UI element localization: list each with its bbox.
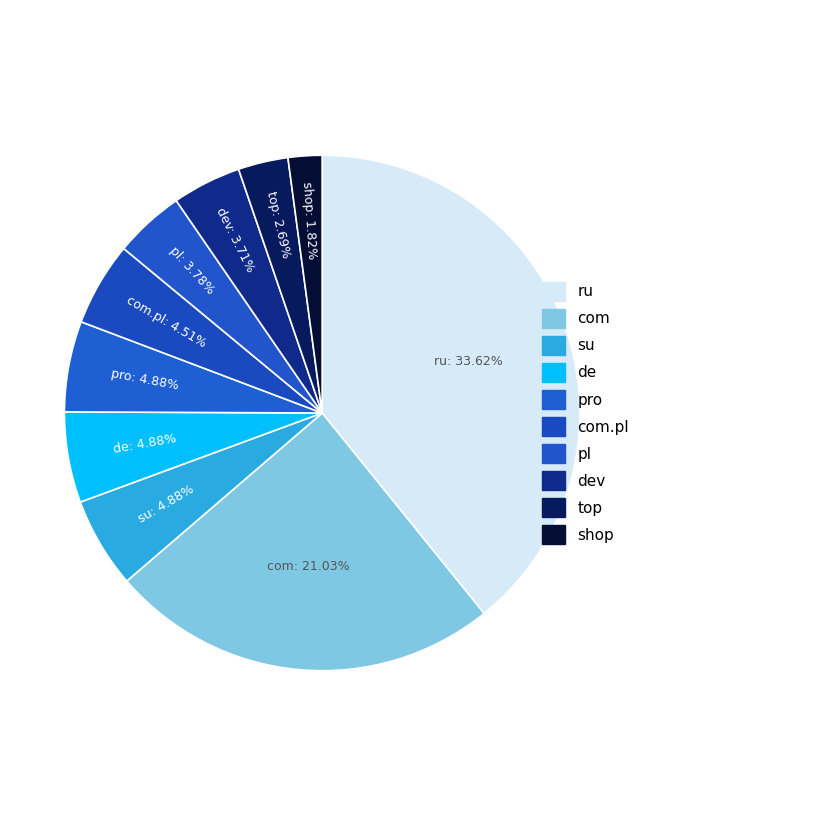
Wedge shape [81, 249, 322, 413]
Wedge shape [64, 322, 322, 413]
Wedge shape [322, 155, 580, 614]
Wedge shape [176, 169, 322, 413]
Text: top: 2.69%: top: 2.69% [263, 190, 292, 259]
Text: de: 4.88%: de: 4.88% [112, 432, 177, 456]
Legend: ru, com, su, de, pro, com.pl, pl, dev, top, shop: ru, com, su, de, pro, com.pl, pl, dev, t… [536, 276, 635, 550]
Text: pro: 4.88%: pro: 4.88% [110, 368, 179, 393]
Text: dev: 3.71%: dev: 3.71% [214, 206, 257, 275]
Text: com: 21.03%: com: 21.03% [267, 561, 349, 573]
Wedge shape [126, 413, 484, 671]
Text: ru: 33.62%: ru: 33.62% [434, 355, 502, 368]
Wedge shape [239, 158, 322, 413]
Wedge shape [288, 155, 322, 413]
Wedge shape [64, 412, 322, 502]
Text: shop: 1.82%: shop: 1.82% [300, 181, 318, 259]
Text: su: 4.88%: su: 4.88% [136, 483, 197, 526]
Text: pl: 3.78%: pl: 3.78% [167, 244, 216, 297]
Wedge shape [80, 413, 322, 581]
Text: com.pl: 4.51%: com.pl: 4.51% [124, 294, 208, 350]
Wedge shape [124, 201, 322, 413]
